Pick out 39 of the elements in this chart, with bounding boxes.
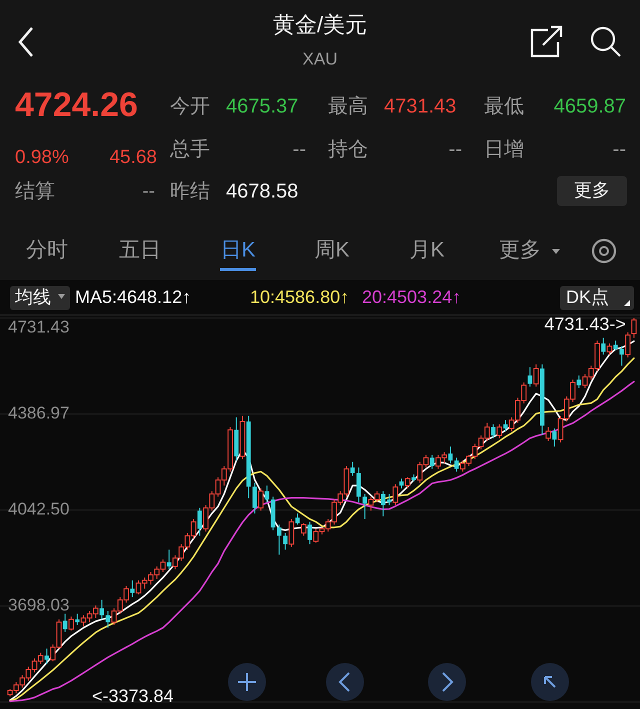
text: 10:4586.80↑ — [250, 286, 350, 307]
y-tick-label: 4731.43 — [8, 317, 70, 336]
text: 结算 — [15, 180, 55, 202]
text: DK点 — [566, 286, 610, 307]
text: 45.68 — [109, 147, 157, 168]
text: 0.98% — [15, 147, 69, 168]
text: 均线 — [14, 286, 51, 307]
text: 黄金/美元 — [272, 12, 368, 37]
text: 月K — [409, 238, 445, 262]
y-tick-label: 4386.97 — [8, 403, 70, 422]
text: -- — [142, 181, 155, 202]
text: -- — [612, 138, 626, 160]
text: 总手 — [169, 138, 210, 160]
text: 今开 — [170, 95, 210, 118]
text: 20:4503.24↑ — [362, 286, 462, 307]
text: 持仓 — [328, 138, 368, 160]
text: 五日 — [119, 238, 161, 262]
text: 4675.37 — [226, 95, 298, 118]
text: 日K — [220, 238, 256, 262]
y-tick-label: 3698.03 — [8, 595, 70, 614]
text: 日增 — [484, 138, 524, 160]
text: -- — [448, 138, 462, 160]
annotation: 4731.43-> — [544, 314, 626, 334]
text: -- — [292, 138, 306, 160]
text: 更多 — [499, 238, 541, 262]
text: MA5:4648.12↑ — [75, 286, 192, 307]
text: XAU — [302, 49, 338, 68]
annotation: <-3373.84 — [92, 686, 174, 706]
text: 最高 — [328, 94, 368, 118]
text: 昨结 — [170, 180, 210, 202]
text: 4724.26 — [15, 86, 138, 124]
text: 4678.58 — [226, 180, 298, 202]
text: 分时 — [26, 238, 68, 262]
text: 4659.87 — [554, 95, 626, 118]
text: 最低 — [484, 95, 524, 118]
text: 更多 — [574, 180, 610, 200]
y-tick-label: 4042.50 — [8, 499, 70, 518]
text: 4731.43 — [384, 95, 456, 118]
text: 周K — [314, 238, 350, 262]
